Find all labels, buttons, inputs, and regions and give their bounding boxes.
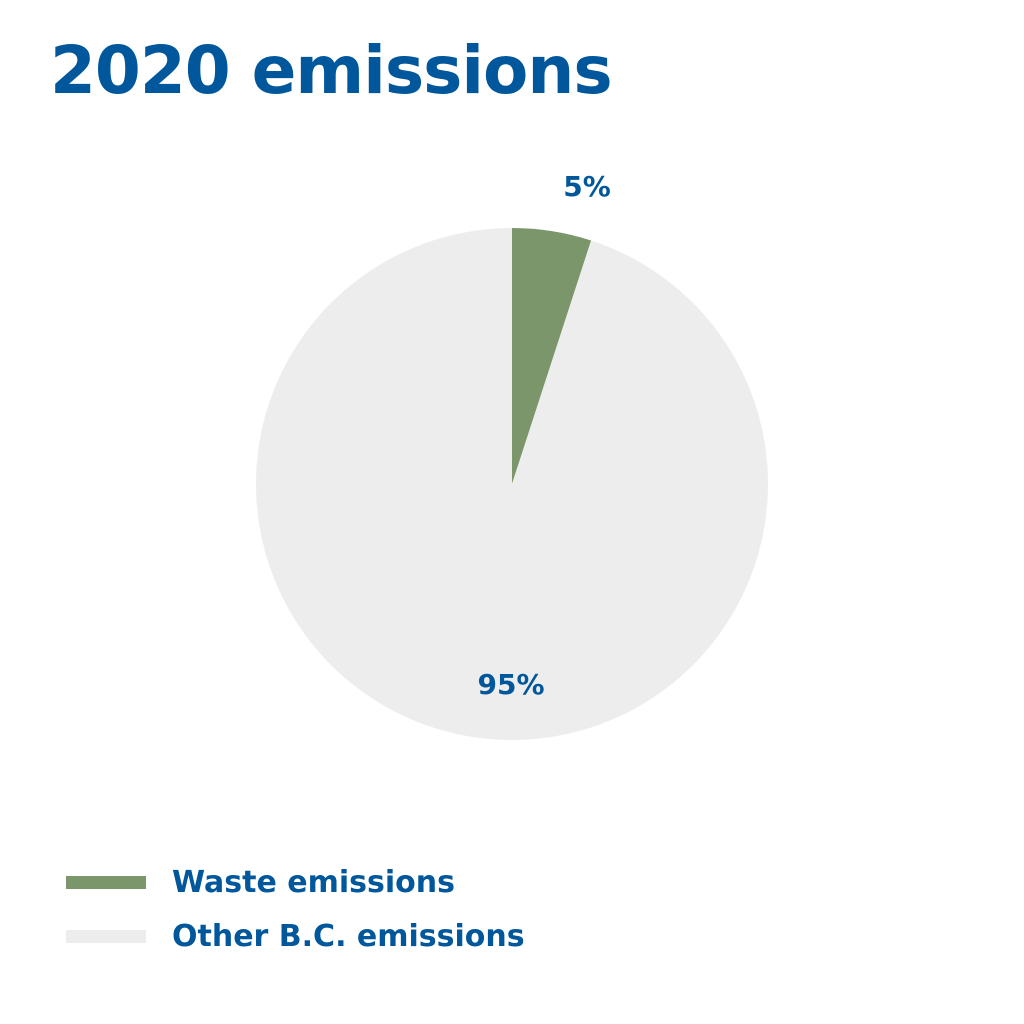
legend-swatch-waste <box>66 875 146 889</box>
legend-label-other: Other B.C. emissions <box>172 918 525 954</box>
legend-label-waste: Waste emissions <box>172 864 455 900</box>
slice-label-other: 95% <box>477 668 544 701</box>
legend-item-other: Other B.C. emissions <box>66 912 525 960</box>
chart-title: 2020 emissions <box>50 32 613 109</box>
pie-slice-other <box>256 228 769 741</box>
legend-item-waste: Waste emissions <box>66 858 455 906</box>
pie-slice-waste <box>512 228 592 484</box>
legend-swatch-other <box>66 929 146 943</box>
slice-label-waste: 5% <box>563 170 611 203</box>
